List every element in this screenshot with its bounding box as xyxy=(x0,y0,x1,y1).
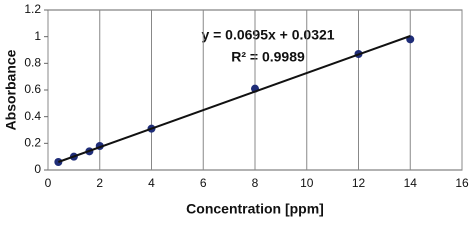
x-tick-label: 12 xyxy=(352,176,366,190)
r-squared: R² = 0.9989 xyxy=(231,49,305,65)
y-tick-label: 0.8 xyxy=(24,56,41,70)
trendline xyxy=(58,35,411,163)
x-tick-label: 14 xyxy=(404,176,418,190)
equation: y = 0.0695x + 0.0321 xyxy=(201,27,334,43)
x-tick-label: 16 xyxy=(455,176,469,190)
x-axis-label: Concentration [ppm] xyxy=(186,201,324,217)
x-tick-label: 10 xyxy=(300,176,314,190)
x-tick-label: 0 xyxy=(45,176,52,190)
y-tick-label: 1 xyxy=(34,29,41,43)
x-tick-label: 2 xyxy=(96,176,103,190)
y-tick-label: 0 xyxy=(34,162,41,176)
x-tick-label: 6 xyxy=(200,176,207,190)
y-tick-label: 1.2 xyxy=(24,2,41,16)
y-axis-label: Absorbance xyxy=(3,49,19,130)
x-tick-label: 4 xyxy=(148,176,155,190)
x-tick-label: 8 xyxy=(252,176,259,190)
y-tick-label: 0.4 xyxy=(24,109,41,123)
chart: Concentration [ppm] Absorbance y = 0.069… xyxy=(3,2,469,217)
y-tick-label: 0.2 xyxy=(24,136,41,150)
y-tick-label: 0.6 xyxy=(24,82,41,96)
